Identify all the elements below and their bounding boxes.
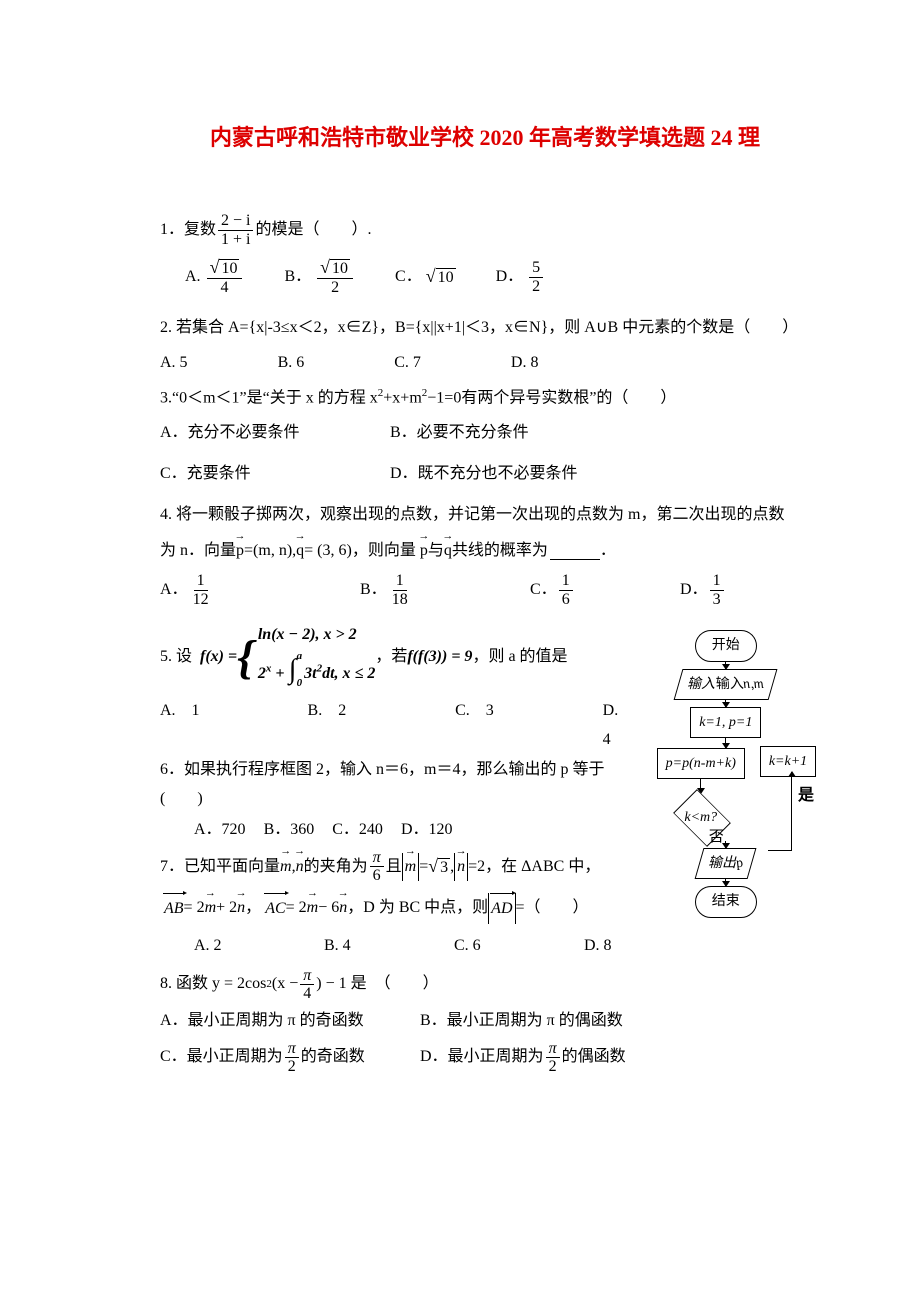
flowchart: 开始 输入输入n,m k=1, p=1 p=p(n-m+k) k<m?	[642, 630, 810, 917]
q1-stem: 1．复数 2 − i 1 + i 的模是（ ）.	[160, 212, 810, 248]
flow-output: 输出p	[695, 848, 757, 879]
q2-optB: B. 6	[278, 349, 305, 378]
q1-suffix: 的模是（ ）.	[255, 216, 371, 245]
q3-optD: D．既不充分也不必要条件	[390, 460, 578, 489]
q7-optA: A. 2	[194, 932, 324, 961]
q8-options-row2: C．最小正周期为 π2 的奇函数 D．最小正周期为 π2 的偶函数	[160, 1040, 642, 1080]
q5-optC: C. 3	[455, 697, 603, 755]
q5-options: A. 1 B. 2 C. 3 D. 4	[160, 697, 642, 755]
q2-optC: C. 7	[394, 349, 421, 378]
q1-optD: D． 5 2	[496, 259, 546, 295]
q7-optD: D. 8	[584, 932, 612, 961]
q3-options-row1: A．充分不必要条件 B．必要不充分条件	[160, 419, 810, 448]
q7-optC: C. 6	[454, 932, 584, 961]
q8-stem: 8. 函数 y = 2cos2 (x − π4 ) − 1 是 （ ）	[160, 967, 642, 1003]
q5-optD: D. 4	[603, 697, 642, 755]
flow-yes-label: 是	[798, 782, 814, 811]
q4-stem-line1: 4. 将一颗骰子掷两次，观察出现的点数，并记第一次出现的点数为 m，第二次出现的…	[160, 501, 810, 530]
q4-optB: B． 118	[360, 572, 530, 608]
q7-stem-line1: 7．已知平面向量 m, n 的夹角为 π6 且 m = √3, n = 2 ，在…	[160, 849, 642, 885]
flow-cond: k<m?	[667, 793, 735, 841]
q3-options-row2: C．充要条件 D．既不充分也不必要条件	[160, 460, 810, 489]
flow-init: k=1, p=1	[690, 707, 761, 738]
q7-options: A. 2 B. 4 C. 6 D. 8	[194, 932, 642, 961]
q4-stem-line2: 为 n．向量 p =(m, n), q = (3, 6)，则向量 p 与 q 共…	[160, 537, 810, 566]
q5-optB: B. 2	[308, 697, 456, 755]
q2-options: A. 5 B. 6 C. 7 D. 8	[160, 349, 810, 378]
q2-optD: D. 8	[511, 349, 539, 378]
q8-optC: C．最小正周期为 π2 的奇函数	[160, 1040, 420, 1076]
q1-optA: A. √10 4	[185, 258, 244, 296]
q6-options: A．720 B．360 C．240 D．120	[194, 816, 642, 845]
flow-input: 输入输入n,m	[674, 669, 778, 700]
q8-optA: A．最小正周期为 π 的奇函数	[160, 1007, 420, 1036]
q5-optA: A. 1	[160, 697, 308, 755]
q6-optC: C．240	[332, 816, 383, 845]
q1-options: A. √10 4 B． √10 2 C． √10 D．	[185, 258, 810, 300]
q4-optC: C． 16	[530, 572, 680, 608]
q8-optB: B．最小正周期为 π 的偶函数	[420, 1007, 623, 1036]
flow-calc: p=p(n-m+k)	[657, 748, 745, 779]
q1-optC: C． √10	[395, 263, 456, 292]
q6-optA: A．720	[194, 816, 246, 845]
page-title: 内蒙古呼和浩特市敬业学校 2020 年高考数学填选题 24 理	[160, 90, 810, 212]
q8-options-row1: A．最小正周期为 π 的奇函数 B．最小正周期为 π 的偶函数	[160, 1007, 642, 1036]
questions-container: 1．复数 2 − i 1 + i 的模是（ ）. A. √10 4 B． √10…	[160, 212, 810, 1084]
fill-blank	[550, 543, 600, 560]
q6-stem: 6．如果执行程序框图 2，输入 n＝6，m＝4，那么输出的 p 等于( )	[160, 756, 642, 814]
q7-stem-line2: AB = 2m + 2n ， AC = 2m − 6n ，D 为 BC 中点，则…	[160, 893, 642, 924]
q1-prefix: 1．复数	[160, 216, 216, 245]
q4-optD: D． 13	[680, 572, 726, 608]
q4-options: A． 112 B． 118 C． 16 D． 13	[160, 572, 810, 612]
q2-optA: A. 5	[160, 349, 188, 378]
q7-optB: B. 4	[324, 932, 454, 961]
vector-q: q	[296, 537, 304, 566]
q3-optB: B．必要不充分条件	[390, 419, 529, 448]
q3-optC: C．充要条件	[160, 460, 390, 489]
q5-stem: 5. 设 f(x) = { ln(x − 2), x > 2 2x + ∫0a3…	[160, 622, 642, 692]
q6-optB: B．360	[264, 816, 315, 845]
q4-optA: A． 112	[160, 572, 360, 608]
vector-p: p	[236, 537, 244, 566]
q3-stem: 3.“0＜m＜1”是“关于 x 的方程 x2+x+m2−1=0有两个异号实数根”…	[160, 384, 810, 413]
q2-stem: 2. 若集合 A={x|-3≤x＜2，x∈Z}，B={x||x+1|＜3，x∈N…	[160, 314, 810, 343]
q1-fraction: 2 − i 1 + i	[218, 212, 253, 248]
q6-optD: D．120	[401, 816, 453, 845]
q1-optB: B． √10 2	[284, 258, 355, 296]
q3-optA: A．充分不必要条件	[160, 419, 390, 448]
q8-optD: D．最小正周期为 π2 的偶函数	[420, 1040, 626, 1076]
flow-end: 结束	[695, 886, 757, 917]
flow-start: 开始	[695, 630, 757, 661]
